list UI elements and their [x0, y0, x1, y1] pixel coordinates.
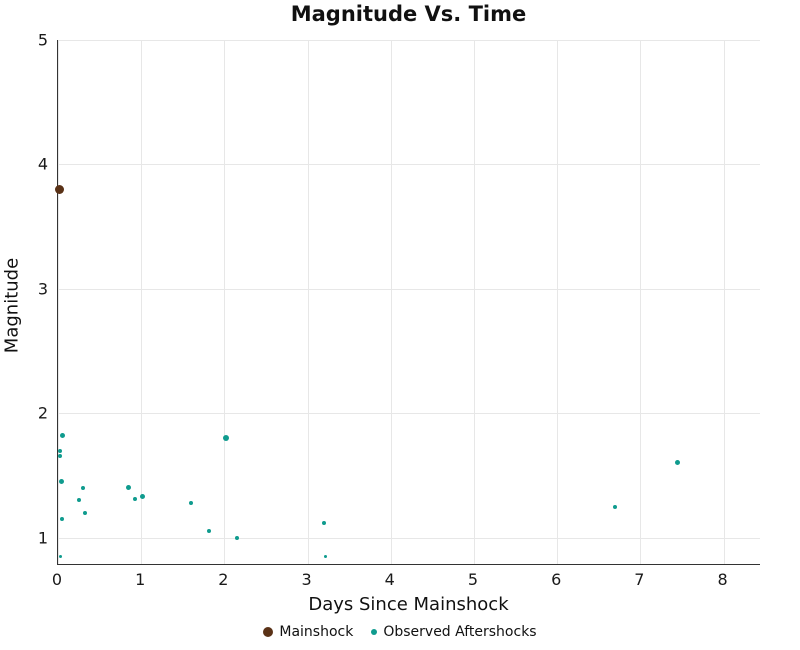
- y-axis-label: Magnitude: [1, 257, 23, 354]
- legend-label-mainshock: Mainshock: [279, 624, 354, 640]
- x-axis-label: Days Since Mainshock: [308, 594, 509, 615]
- data-point-aftershock: [80, 485, 85, 490]
- data-point-aftershock: [223, 435, 230, 442]
- y-tick-label: 4: [37, 154, 48, 174]
- gridline-y: [58, 40, 760, 41]
- data-point-aftershock: [82, 510, 87, 515]
- gridline-x: [640, 40, 642, 564]
- x-tick-label: 3: [301, 570, 312, 589]
- data-point-aftershock: [58, 554, 62, 558]
- data-point-aftershock: [57, 453, 62, 458]
- mainshock-marker-icon: [263, 627, 274, 637]
- legend: Mainshock Observed Aftershocks: [0, 624, 800, 640]
- data-point-aftershock: [57, 448, 62, 453]
- gridline-y: [58, 288, 760, 290]
- gridline-x: [473, 40, 475, 564]
- x-tick-label: 2: [218, 570, 229, 589]
- x-tick-label: 8: [717, 570, 728, 589]
- x-tick-label: 5: [467, 570, 479, 589]
- data-point-aftershock: [322, 520, 327, 525]
- y-tick-label: 2: [37, 403, 48, 423]
- gridline-x: [58, 40, 59, 564]
- gridline-y: [58, 164, 760, 166]
- gridline-x: [390, 40, 392, 564]
- chart-title: Magnitude Vs. Time: [290, 2, 527, 26]
- data-point-aftershock: [324, 554, 328, 558]
- data-point-aftershock: [60, 516, 65, 521]
- x-tick-label: 1: [135, 570, 146, 589]
- legend-label-aftershocks: Observed Aftershocks: [383, 624, 537, 640]
- data-point-aftershock: [189, 500, 194, 505]
- data-point-mainshock: [55, 184, 65, 194]
- data-point-aftershock: [59, 433, 65, 439]
- y-tick-label: 1: [37, 528, 48, 548]
- gridline-x: [307, 40, 309, 564]
- gridline-x: [557, 40, 559, 564]
- x-tick-label: 7: [634, 570, 645, 589]
- gridline-y: [58, 537, 760, 539]
- x-tick-label: 0: [51, 570, 63, 589]
- data-point-aftershock: [132, 497, 137, 502]
- data-point-aftershock: [234, 535, 239, 540]
- aftershock-marker-icon: [371, 629, 378, 635]
- gridline-x: [723, 40, 725, 564]
- data-point-aftershock: [76, 498, 81, 503]
- data-point-aftershock: [207, 529, 212, 534]
- legend-item-aftershocks: Observed Aftershocks: [371, 624, 537, 640]
- data-point-aftershock: [126, 485, 132, 491]
- gridline-x: [141, 40, 143, 564]
- gridline-y: [58, 413, 760, 415]
- legend-item-mainshock: Mainshock: [263, 624, 353, 640]
- data-point-aftershock: [58, 479, 64, 485]
- x-tick-label: 4: [384, 570, 395, 589]
- gridline-x: [224, 40, 226, 564]
- data-point-aftershock: [613, 504, 618, 509]
- x-tick-label: 6: [551, 570, 562, 589]
- y-tick-label: 5: [37, 30, 48, 50]
- y-tick-label: 3: [37, 279, 48, 299]
- plot-area: [55, 40, 760, 565]
- data-point-aftershock: [675, 460, 681, 466]
- data-point-aftershock: [140, 494, 146, 500]
